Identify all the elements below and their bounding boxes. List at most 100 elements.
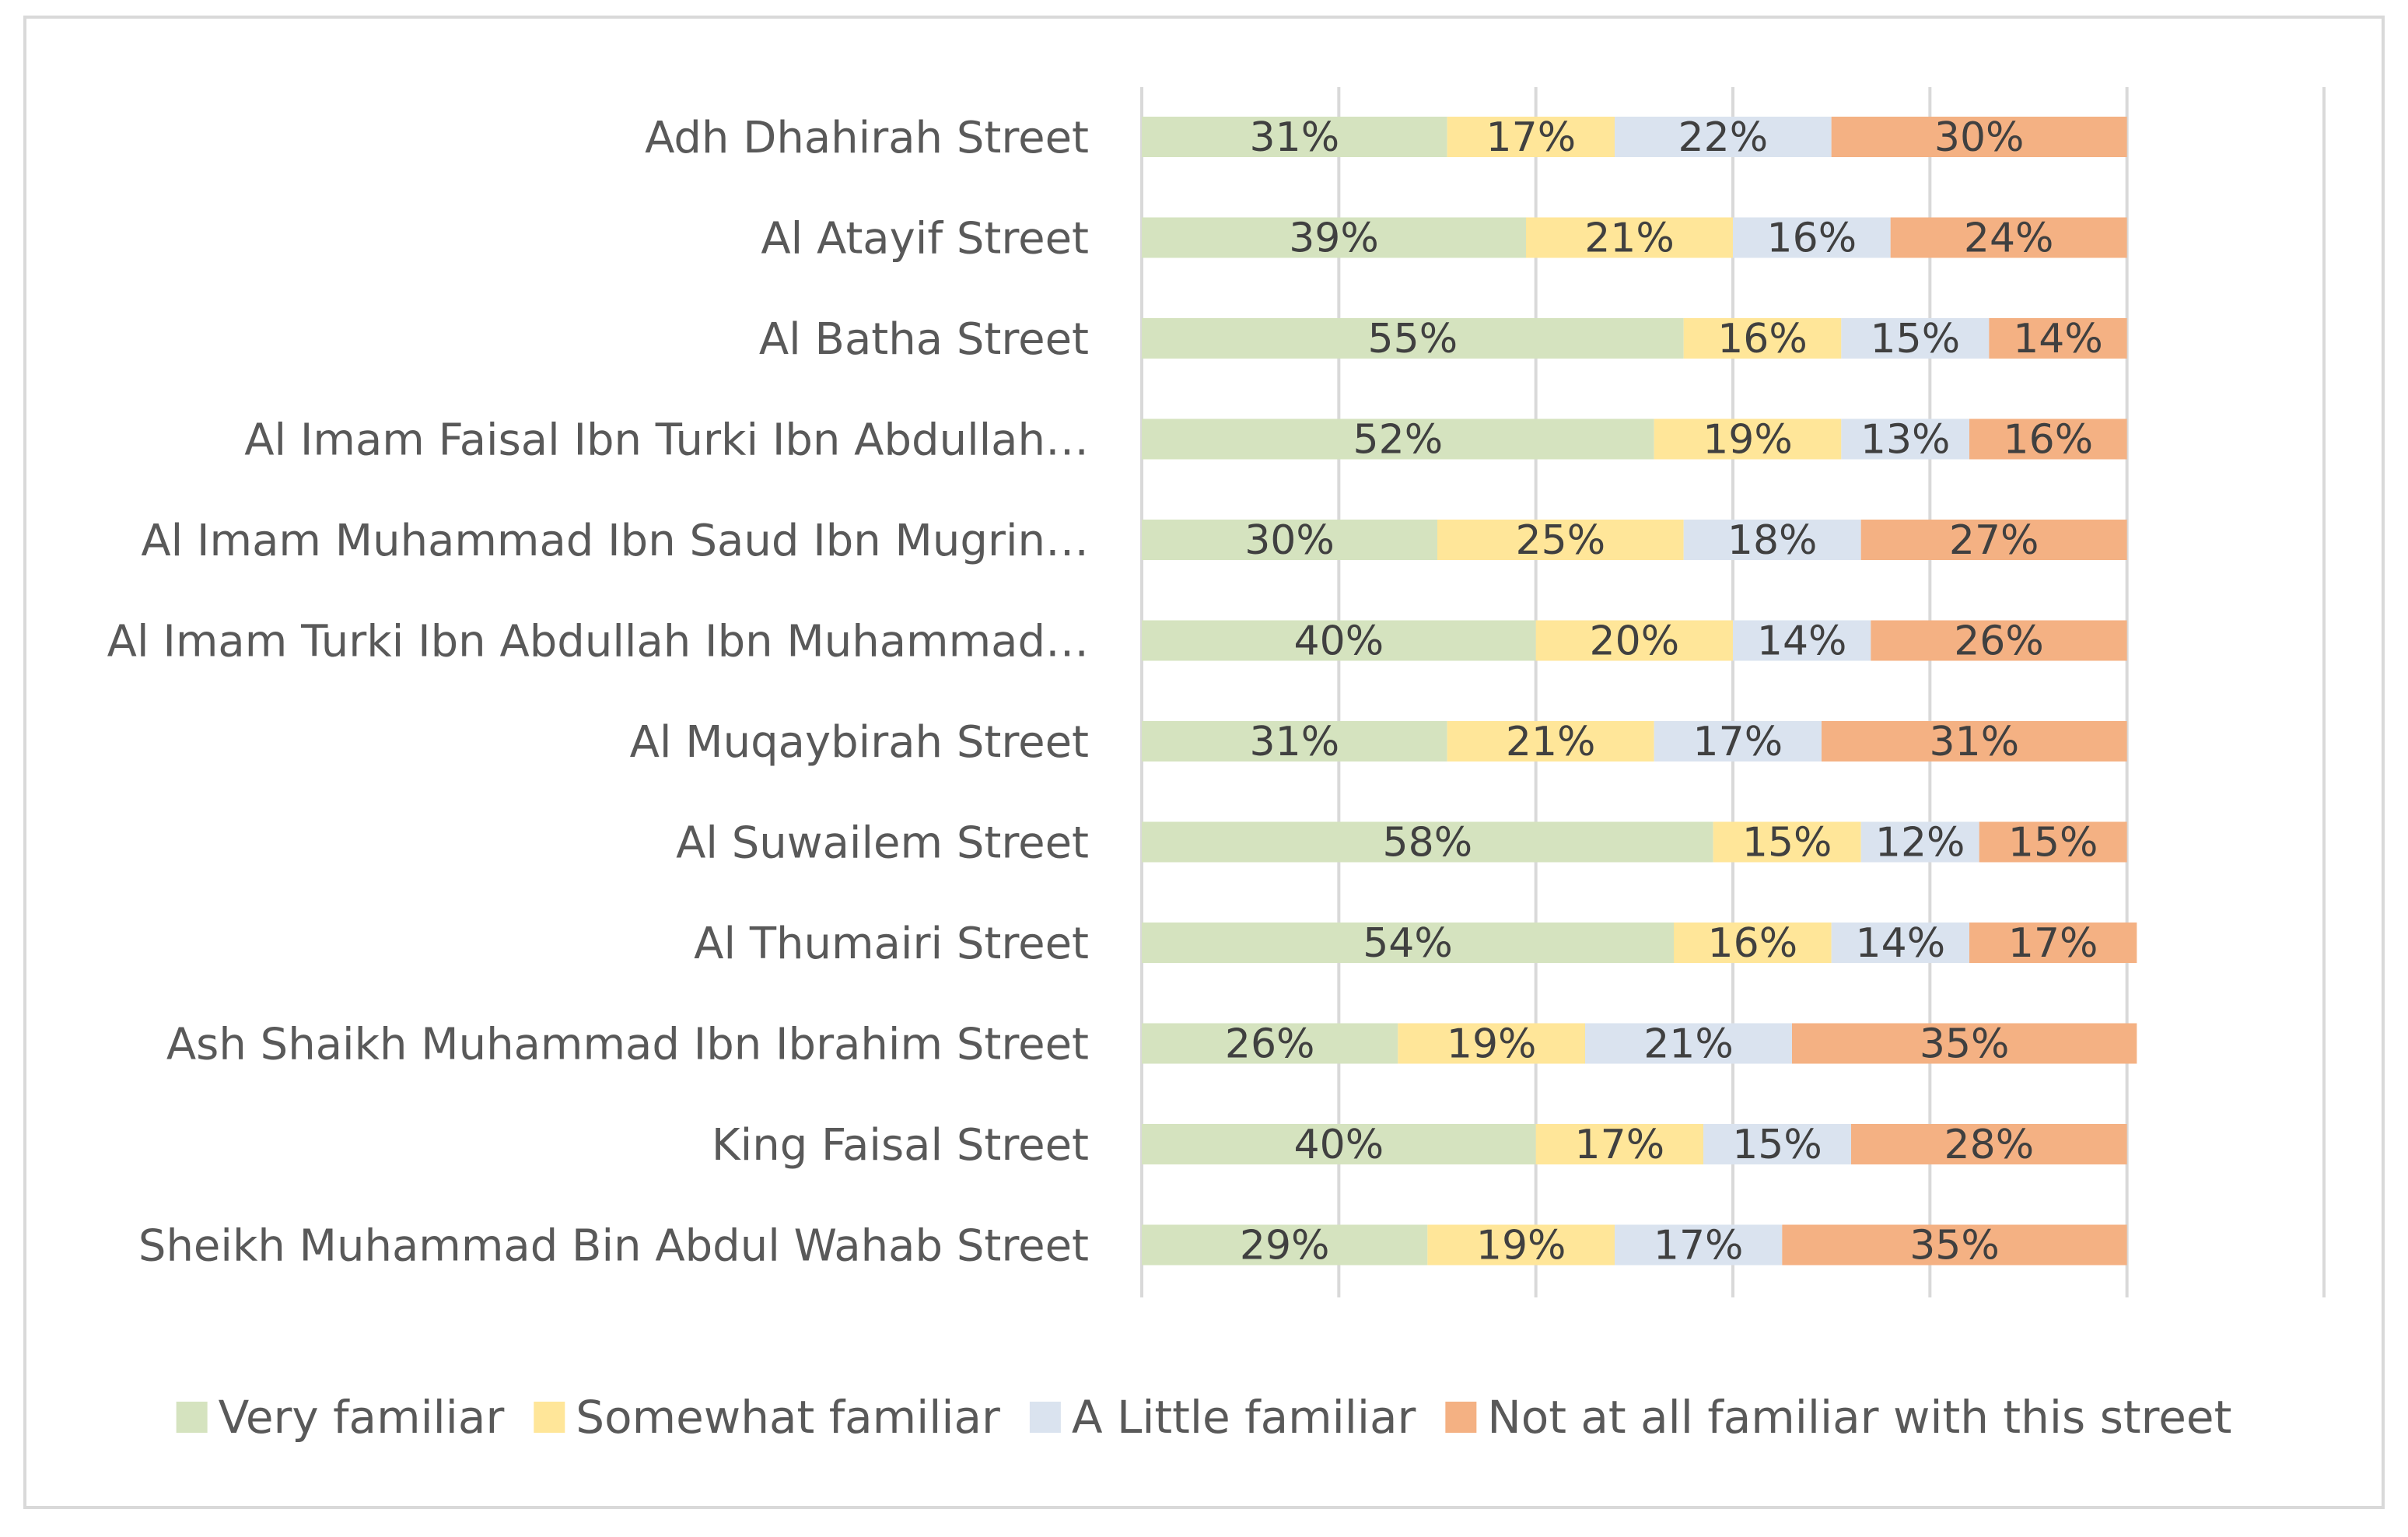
bar-segment [1654,721,1822,761]
data-label: 21% [1643,1021,1734,1068]
data-label: 17% [2008,920,2098,967]
data-label: 58% [1383,820,1473,867]
data-label: 31% [1250,719,1340,765]
category-label: Al Imam Turki Ibn Abdullah Ibn Muhammad… [107,617,1089,667]
data-label: 28% [1944,1122,2035,1168]
bar-segment [1142,821,1713,863]
category-label: Al Imam Muhammad Ibn Saud Ibn Mugrin… [141,516,1089,566]
data-label: 29% [1240,1223,1330,1269]
data-label: 35% [1909,1223,2000,1269]
category-label: Al Batha Street [759,314,1089,365]
data-label: 54% [1363,920,1453,967]
bar-segment [1142,217,1526,258]
bar-segment [1890,217,2127,258]
bar-segment [1447,117,1615,157]
bar-segment [1841,318,1990,359]
bar-segment [1398,1023,1585,1064]
data-label: 40% [1294,618,1384,665]
data-label: 19% [1703,417,1793,464]
data-label: 26% [1954,618,2044,665]
bar-segment [1841,418,1969,460]
category-label: King Faisal Street [712,1120,1089,1171]
data-label: 25% [1516,517,1606,564]
legend-swatch [1029,1402,1061,1433]
bar-segment [1674,923,1832,963]
bar-segment [1142,1023,1398,1064]
data-label: 14% [1757,618,1847,665]
legend-swatch [176,1402,208,1433]
category-label: Al Muqaybirah Street [630,717,1089,768]
data-label: 55% [1368,316,1458,362]
data-label: 17% [1575,1122,1665,1168]
bar-segment [1535,620,1733,661]
data-label: 19% [1447,1021,1537,1068]
bar-segment [1142,1224,1428,1266]
category-label: Al Suwailem Street [676,818,1089,869]
category-label: Al Atayif Street [761,214,1089,264]
category-label: Al Thumairi Street [694,919,1089,969]
bar-segment [1142,923,1674,963]
bar-segment [1142,520,1437,560]
data-labels: 31% 17% 22% 30% 39% 21% 16% 24% 55% 16% 15% 14% 52% 1… [1225,114,2103,1269]
data-label: 16% [2004,417,2094,464]
category-label: Adh Dhahirah Street [645,113,1089,163]
data-label: 14% [2013,316,2103,362]
bar-segment [1427,1224,1615,1266]
bar-segment [1683,318,1842,359]
legend-swatch [534,1402,565,1433]
data-label: 21% [1584,215,1675,262]
data-label: 19% [1476,1223,1566,1269]
legend-label: Very familiar [219,1391,505,1444]
bar-segment [1851,1124,2127,1164]
data-label: 40% [1294,1122,1384,1168]
bar-segment [1142,721,1447,761]
bar-segment [1142,1124,1536,1164]
bar-segment [1831,117,2127,157]
legend-label: Somewhat familiar [576,1391,1000,1444]
legend-item: A Little familiar [1029,1391,1416,1444]
bar-segment [1447,721,1654,761]
bar-segment [1969,923,2137,963]
bar-segment [1683,520,1861,560]
legend-label: A Little familiar [1072,1391,1416,1444]
bar-segment [1860,821,1979,863]
data-label: 17% [1654,1223,1744,1269]
bar-segment [1585,1023,1792,1064]
bar-segment [1437,520,1684,560]
gridlines [1140,87,2326,1297]
bar-segment [1654,418,1842,460]
data-label: 14% [1856,920,1946,967]
legend-item: Somewhat familiar [534,1391,1000,1444]
data-label: 52% [1353,417,1444,464]
bar-segment [1713,821,1861,863]
data-label: 27% [1949,517,2039,564]
bar-segment [1615,1224,1783,1266]
bar-segment [1526,217,1733,258]
data-label: 15% [1732,1122,1822,1168]
bar-segment [1615,117,1832,157]
bar-segment [1703,1124,1851,1164]
data-label: 15% [1742,820,1832,867]
bar-segment [1792,1023,2137,1064]
category-label: Sheikh Muhammad Bin Abdul Wahab Street [138,1221,1089,1272]
bar-segment [1535,1124,1703,1164]
bar-segment [1142,620,1536,661]
data-label: 15% [2008,820,2098,867]
data-label: 17% [1693,719,1783,765]
data-label: 30% [1934,114,2025,161]
legend-item: Very familiar [176,1391,505,1444]
category-labels: Adh Dhahirah Street Al Atayif Street Al Ba… [107,113,1089,1272]
category-label: Ash Shaikh Muhammad Ibn Ibrahim Street [166,1020,1089,1070]
bar-segment [1969,418,2127,460]
bar-segment [1871,620,2127,661]
legend-swatch [1445,1402,1477,1433]
data-label: 16% [1717,316,1808,362]
data-label: 30% [1244,517,1335,564]
bar-segment [1782,1224,2127,1266]
bar-segment [1142,418,1654,460]
data-label: 17% [1486,114,1577,161]
data-label: 18% [1727,517,1818,564]
data-label: 16% [1767,215,1857,262]
bar-segment [1733,620,1871,661]
